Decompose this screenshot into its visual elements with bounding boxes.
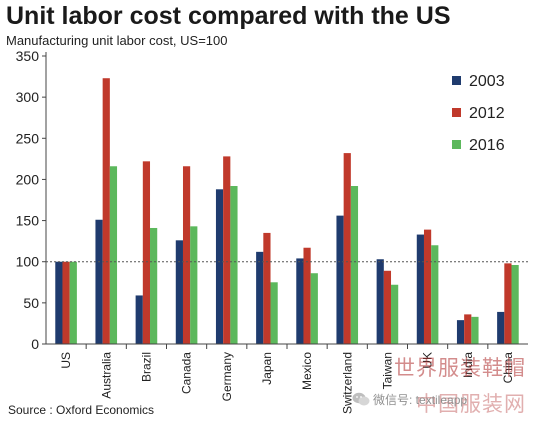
- source-note: Source : Oxford Economics: [8, 403, 155, 417]
- x-tick-label: China: [501, 352, 515, 384]
- chart-title: Unit labor cost compared with the US: [6, 2, 451, 30]
- bar-2016: [150, 227, 158, 344]
- chart-subtitle: Manufacturing unit labor cost, US=100: [6, 33, 228, 48]
- bar-2003: [376, 259, 384, 344]
- bar-2016: [391, 284, 399, 344]
- bar-2012: [383, 270, 392, 344]
- bar-2016: [350, 186, 359, 344]
- x-tick-label: Switzerland: [340, 352, 354, 414]
- legend-swatch-2016: [452, 140, 461, 149]
- bar-2016: [471, 316, 479, 344]
- bar-2012: [182, 166, 191, 344]
- bar-2016: [431, 245, 439, 344]
- bar-2012: [263, 232, 271, 344]
- watermark-text-secondary: 中国服装网: [416, 393, 526, 416]
- bar-2003: [215, 189, 224, 344]
- bar-2016: [310, 273, 318, 344]
- bar-2016: [190, 226, 198, 344]
- bar-2003: [95, 219, 103, 344]
- x-tick-label: Australia: [99, 352, 113, 399]
- bar-2003: [55, 261, 63, 344]
- bar-2012: [423, 229, 432, 344]
- bar-2012: [62, 261, 70, 344]
- legend-swatch-2012: [452, 108, 461, 117]
- y-tick-label: 150: [16, 213, 40, 229]
- bar-2016: [109, 166, 118, 344]
- bar-2003: [175, 240, 183, 344]
- x-tick-label: UK: [421, 352, 435, 369]
- x-tick-label: US: [59, 352, 73, 369]
- bar-2003: [456, 320, 465, 344]
- y-tick-label: 250: [16, 130, 40, 146]
- bar-2012: [102, 78, 110, 344]
- bar-2003: [296, 258, 304, 344]
- bar-2012: [223, 156, 231, 344]
- x-tick-label: India: [461, 352, 475, 378]
- x-tick-label: Japan: [260, 352, 274, 385]
- y-tick-label: 50: [23, 295, 39, 311]
- wechat-badge: 微信号: textileapp: [352, 391, 467, 408]
- bar-2003: [497, 311, 505, 344]
- watermark-text: 世界服装鞋帽: [394, 357, 526, 380]
- bar-2012: [504, 263, 512, 344]
- watermark: 世界服装鞋帽 中国服装网 微信号: textileapp: [352, 350, 532, 416]
- wechat-label: 微信号: textileapp: [373, 393, 468, 407]
- bar-2016: [230, 186, 238, 344]
- x-tick-label: Brazil: [139, 352, 153, 382]
- bar-2016: [69, 261, 77, 344]
- bar-2012: [303, 247, 311, 344]
- bar-2016: [270, 282, 278, 344]
- bar-2003: [416, 234, 424, 344]
- x-tick-label: Mexico: [300, 352, 314, 390]
- y-tick-label: 100: [16, 254, 40, 270]
- bar-2003: [256, 251, 264, 344]
- legend-label-2016: 2016: [469, 137, 505, 154]
- y-tick-label: 0: [31, 336, 39, 352]
- legend-label-2012: 2012: [469, 105, 505, 122]
- wechat-icon: [352, 392, 370, 406]
- y-tick-label: 300: [16, 89, 40, 105]
- y-tick-label: 350: [16, 48, 40, 64]
- bar-2012: [142, 161, 151, 344]
- bar-2003: [336, 215, 344, 344]
- x-tick-label: Taiwan: [380, 352, 394, 389]
- legend-label-2003: 2003: [469, 73, 505, 90]
- x-tick-label: Canada: [180, 352, 194, 394]
- x-tick-label: Germany: [220, 352, 234, 401]
- bar-2016: [511, 265, 519, 344]
- bar-2012: [464, 314, 472, 344]
- legend-swatch-2003: [452, 76, 461, 85]
- bar-2012: [343, 153, 351, 344]
- bar-2003: [135, 295, 143, 344]
- y-tick-label: 200: [16, 171, 40, 187]
